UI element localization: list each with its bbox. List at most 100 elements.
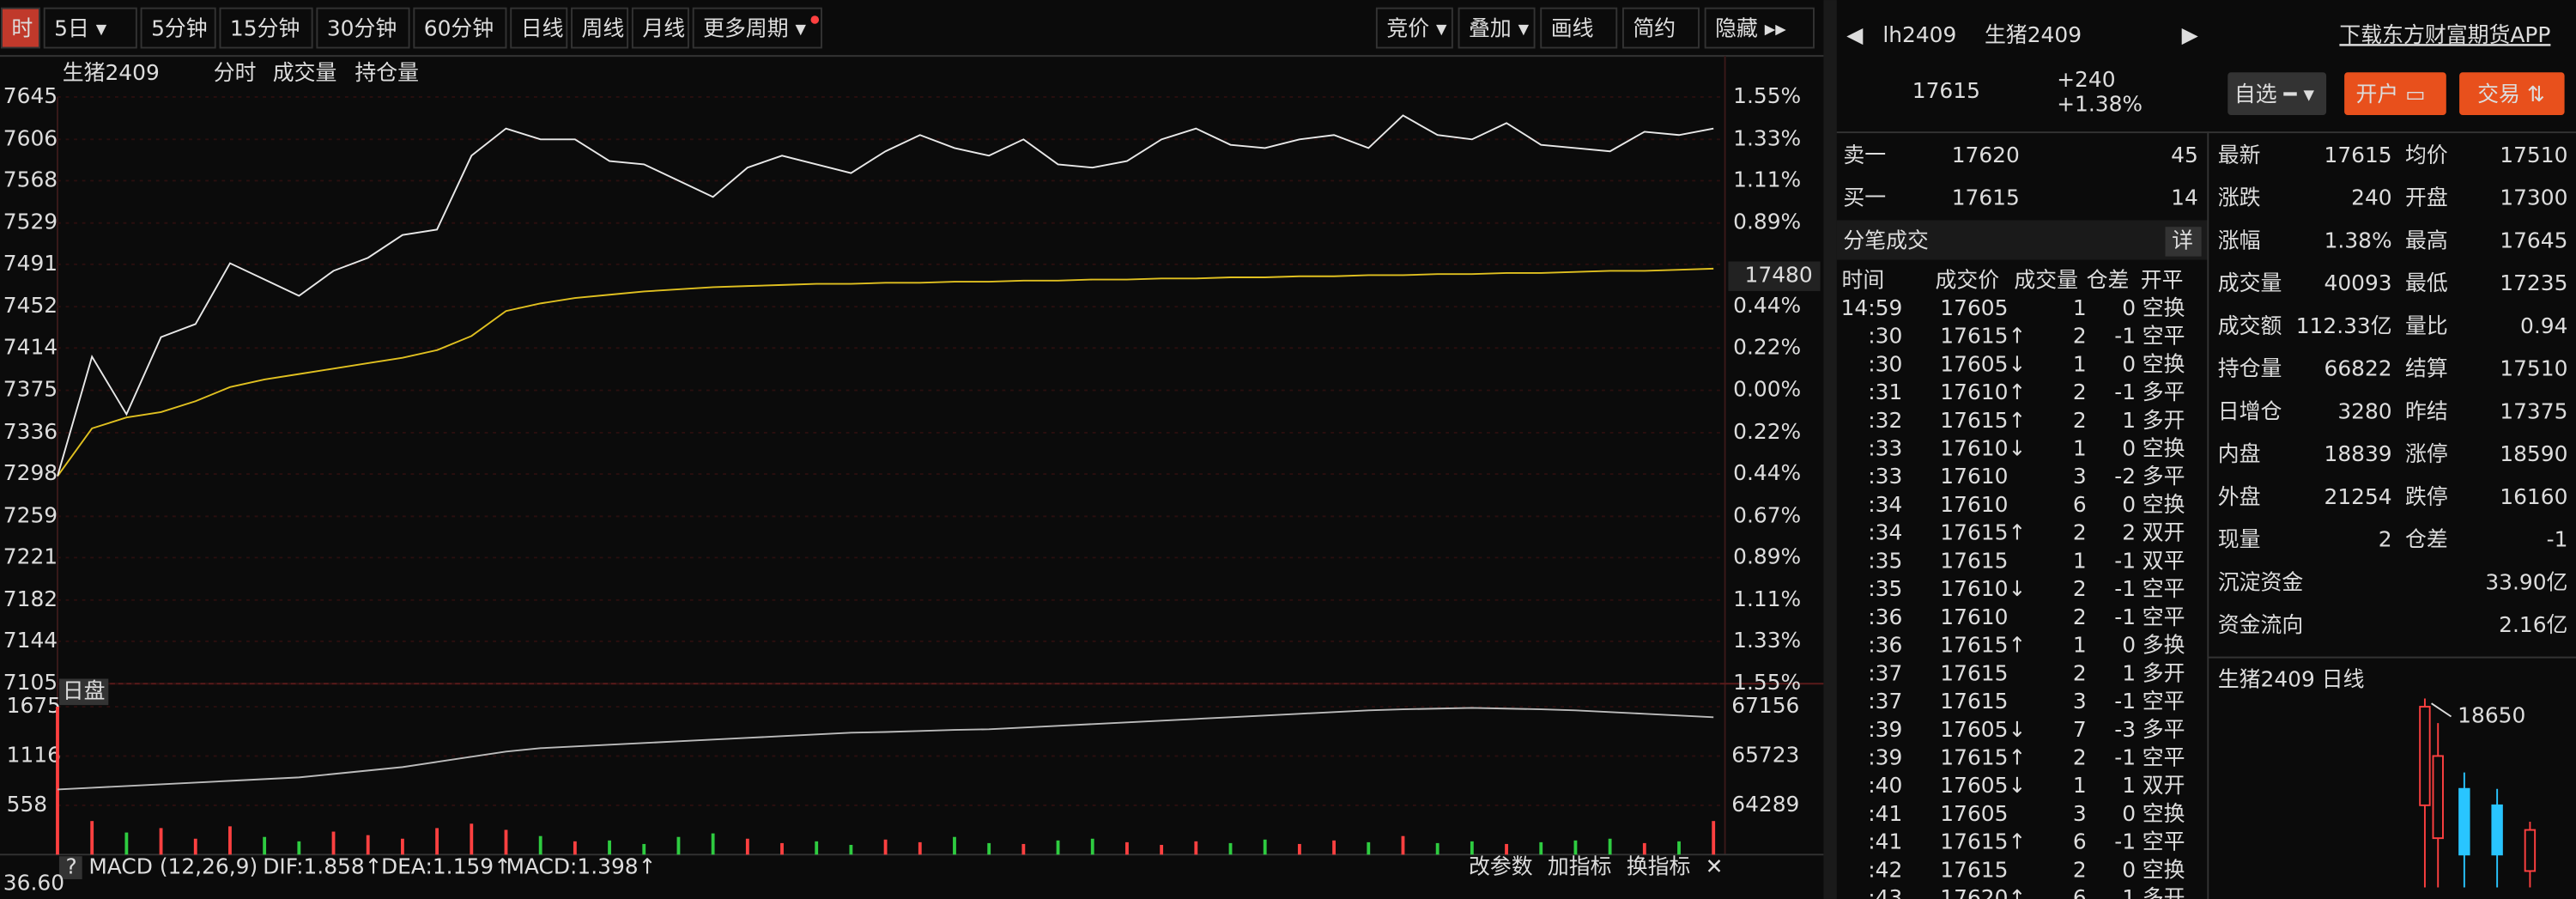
volume-bar [883, 839, 888, 855]
trade-price: 17610 [1940, 492, 2008, 517]
volume-bar [1401, 835, 1405, 855]
volume-bar [1367, 841, 1371, 855]
stat-key: 涨幅 [2218, 228, 2261, 252]
watch-button-bg[interactable] [2227, 72, 2327, 116]
trade-volume: 2 [2073, 857, 2087, 882]
trade-diff: 0 [2122, 633, 2136, 658]
tab[interactable] [140, 7, 216, 49]
price-tick: 7645 [3, 83, 58, 108]
trades-detail[interactable]: 详 [2172, 228, 2193, 252]
app-link[interactable]: 下载东方财富期货APP [2339, 22, 2550, 47]
action-button[interactable]: 开户 ▭ [2356, 82, 2426, 106]
tab[interactable] [43, 7, 137, 49]
open-account-bg[interactable] [2344, 72, 2446, 116]
tool-label[interactable]: 竞价 ▾ [1386, 15, 1447, 40]
indicator-action[interactable]: 换指标 [1627, 854, 1691, 879]
pct-tick: 0.22% [1733, 419, 1801, 444]
stat-key: 涨停 [2405, 441, 2448, 466]
trade-kind: 双平 [2143, 548, 2185, 573]
pct-tick: 0.44% [1733, 460, 1801, 485]
tool[interactable] [1458, 7, 1536, 49]
trade-price: 17615↑ [1940, 745, 2026, 770]
trade-price: 17615 [1940, 660, 2008, 685]
volume-bar [642, 843, 646, 855]
tool-label[interactable]: 隐藏 ▸▸ [1715, 15, 1786, 40]
tab[interactable] [413, 7, 507, 49]
trade-kind: 空平 [2143, 745, 2185, 770]
help[interactable]: ? [66, 854, 77, 879]
tab-label[interactable]: 60分钟 [424, 15, 494, 40]
trade-bg[interactable] [2459, 72, 2565, 116]
tool-label[interactable]: 简约 [1633, 15, 1676, 40]
tab-label[interactable]: 时 [11, 15, 33, 40]
trade-diff: 1 [2122, 773, 2136, 798]
tab[interactable] [0, 7, 40, 49]
indicator-action[interactable]: ✕ [1706, 854, 1724, 879]
tab[interactable] [219, 7, 313, 49]
tab[interactable] [571, 7, 629, 49]
tool[interactable] [1704, 7, 1815, 49]
legend-item[interactable]: 持仓量 [355, 60, 419, 85]
tool-label[interactable]: 叠加 ▾ [1469, 15, 1530, 40]
legend-item[interactable]: 生猪2409 [63, 60, 160, 85]
trades-title: 分笔成交 [1843, 228, 1929, 252]
volume-bar [1228, 842, 1233, 855]
tab-label[interactable]: 30分钟 [327, 15, 397, 40]
trade-volume: 2 [2073, 745, 2087, 770]
tab-label[interactable]: 月线 [642, 15, 685, 40]
volume-bar [470, 823, 474, 855]
action-button[interactable]: 自选 ━ ▾ [2234, 82, 2315, 106]
stat-value: 17375 [2500, 398, 2567, 423]
tool[interactable] [1540, 7, 1618, 49]
trade-price: 17615↑ [1940, 408, 2026, 433]
pct-tick: 1.11% [1733, 167, 1801, 191]
stat-key: 内盘 [2218, 441, 2261, 466]
legend-item[interactable]: 成交量 [273, 60, 337, 85]
trade-price: 17615↑ [1940, 324, 2026, 349]
help-bg[interactable] [58, 856, 82, 879]
volume-bar [918, 841, 922, 855]
prev-arrow[interactable]: ◀ [1846, 22, 1864, 47]
tab-label[interactable]: 更多周期 ▾ [703, 15, 806, 40]
stat-value: 66822 [2324, 356, 2392, 381]
tab-label[interactable]: 5日 ▾ [54, 15, 107, 40]
trade-diff: 0 [2122, 801, 2136, 826]
trades-header: 成交量 [2014, 267, 2078, 292]
volume-bar [1160, 844, 1164, 855]
volume-bar [90, 821, 94, 855]
tab-label[interactable]: 日线 [521, 15, 564, 40]
trade-time: :40 [1868, 773, 1902, 798]
tool-label[interactable]: 画线 [1551, 15, 1594, 40]
trade-diff: -1 [2114, 604, 2136, 629]
next-arrow[interactable]: ▶ [2182, 22, 2199, 47]
splitter[interactable] [1823, 0, 1837, 899]
volume-bar [711, 833, 715, 855]
avg-line [57, 267, 1714, 477]
tab-label[interactable]: 周线 [582, 15, 625, 40]
tab[interactable] [692, 7, 822, 49]
legend-item[interactable]: 分时 [214, 60, 257, 85]
pane-label-bg [58, 678, 109, 706]
tab-label[interactable]: 5分钟 [151, 15, 208, 40]
last-avg-box [1728, 261, 1821, 291]
tool[interactable] [1621, 7, 1700, 49]
tab-label[interactable]: 15分钟 [230, 15, 300, 40]
indicator-action[interactable]: 改参数 [1469, 854, 1533, 879]
indicator-action[interactable]: 加指标 [1548, 854, 1612, 879]
tab[interactable] [316, 7, 410, 49]
volume-bar [159, 828, 163, 855]
price-tick: 7452 [3, 293, 58, 318]
price-tick: 7336 [3, 419, 58, 444]
trade-kind: 空换 [2143, 857, 2185, 882]
tab[interactable] [510, 7, 568, 49]
tab[interactable] [631, 7, 689, 49]
detail-bg[interactable] [2165, 227, 2202, 257]
trade-time: :33 [1868, 464, 1902, 489]
price-tick: 7529 [3, 210, 58, 234]
tool[interactable] [1375, 7, 1453, 49]
volume-bar [1470, 841, 1474, 855]
stat-key: 资金流向 [2218, 612, 2304, 637]
action-button[interactable]: 交易 ⇅ [2477, 82, 2545, 106]
vol-tick: 1116 [7, 743, 61, 768]
